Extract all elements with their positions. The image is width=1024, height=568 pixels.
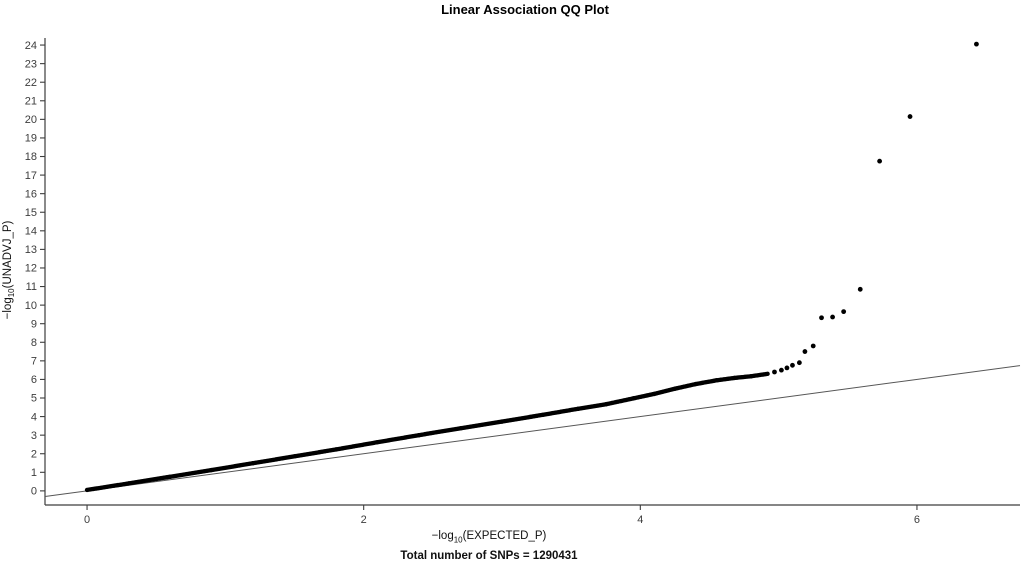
- x-tick-label: 2: [361, 514, 367, 526]
- y-axis-label-subscript: 10: [7, 288, 17, 298]
- y-tick-label: 6: [31, 374, 37, 386]
- x-axis-label-suffix: (EXPECTED_P): [462, 530, 547, 542]
- y-axis-label: −log10(UNADVJ_P): [2, 221, 16, 320]
- y-tick-label: 20: [25, 114, 37, 126]
- identity-line: [44, 365, 1021, 498]
- y-tick-label: 19: [25, 133, 37, 145]
- y-tick-label: 23: [25, 58, 37, 70]
- chart-title: Linear Association QQ Plot: [441, 2, 609, 17]
- snp-count-caption: Total number of SNPs = 1290431: [400, 550, 578, 562]
- y-tick-label: 18: [25, 151, 37, 163]
- qq-tail-point: [830, 314, 835, 320]
- qq-point: [765, 371, 770, 377]
- y-tick-label: 0: [31, 486, 37, 498]
- y-axis-label-suffix: (UNADVJ_P): [1, 220, 14, 289]
- qq-tail-point: [841, 309, 847, 315]
- qq-tail-point: [772, 369, 777, 375]
- qq-tail-point: [877, 158, 883, 164]
- y-tick-label: 1: [31, 467, 37, 479]
- qq-tail-point: [907, 114, 913, 119]
- y-tick-label: 21: [25, 95, 37, 107]
- y-tick-label: 9: [31, 318, 37, 330]
- qq-tail-point: [857, 286, 863, 292]
- y-tick-label: 12: [25, 263, 37, 275]
- qq-tail-point: [974, 41, 979, 47]
- y-tick-label: 17: [25, 170, 37, 182]
- y-tick-label: 16: [25, 188, 37, 200]
- qq-tail-point: [810, 343, 816, 349]
- x-axis-label: −log10(EXPECTED_P): [0, 530, 978, 544]
- y-tick-label: 5: [31, 393, 37, 405]
- y-tick-label: 13: [25, 244, 37, 256]
- y-tick-label: 2: [31, 448, 37, 460]
- x-tick-label: 0: [84, 514, 90, 526]
- y-axis-label-prefix: −log: [1, 297, 14, 320]
- y-tick-label: 4: [31, 411, 37, 423]
- y-tick-label: 14: [25, 226, 37, 238]
- qq-tail-point: [779, 367, 784, 373]
- y-tick-label: 7: [31, 356, 37, 368]
- qq-tail-point: [784, 365, 790, 371]
- qq-tail-point: [796, 360, 802, 366]
- y-tick-label: 24: [25, 40, 37, 52]
- x-tick-label: 6: [914, 514, 920, 526]
- y-tick-label: 11: [26, 281, 37, 293]
- y-tick-label: 3: [31, 430, 37, 442]
- qq-tail-point: [790, 362, 795, 368]
- qq-tail-point: [802, 349, 808, 354]
- y-tick-label: 15: [25, 207, 37, 219]
- x-axis-label-prefix: −log: [431, 530, 454, 542]
- x-tick-label: 4: [637, 514, 643, 526]
- qq-tail-point: [819, 315, 824, 321]
- x-axis-label-subscript: 10: [453, 535, 463, 545]
- y-tick-label: 22: [25, 77, 37, 89]
- y-tick-label: 10: [25, 300, 37, 312]
- y-tick-label: 8: [31, 337, 37, 349]
